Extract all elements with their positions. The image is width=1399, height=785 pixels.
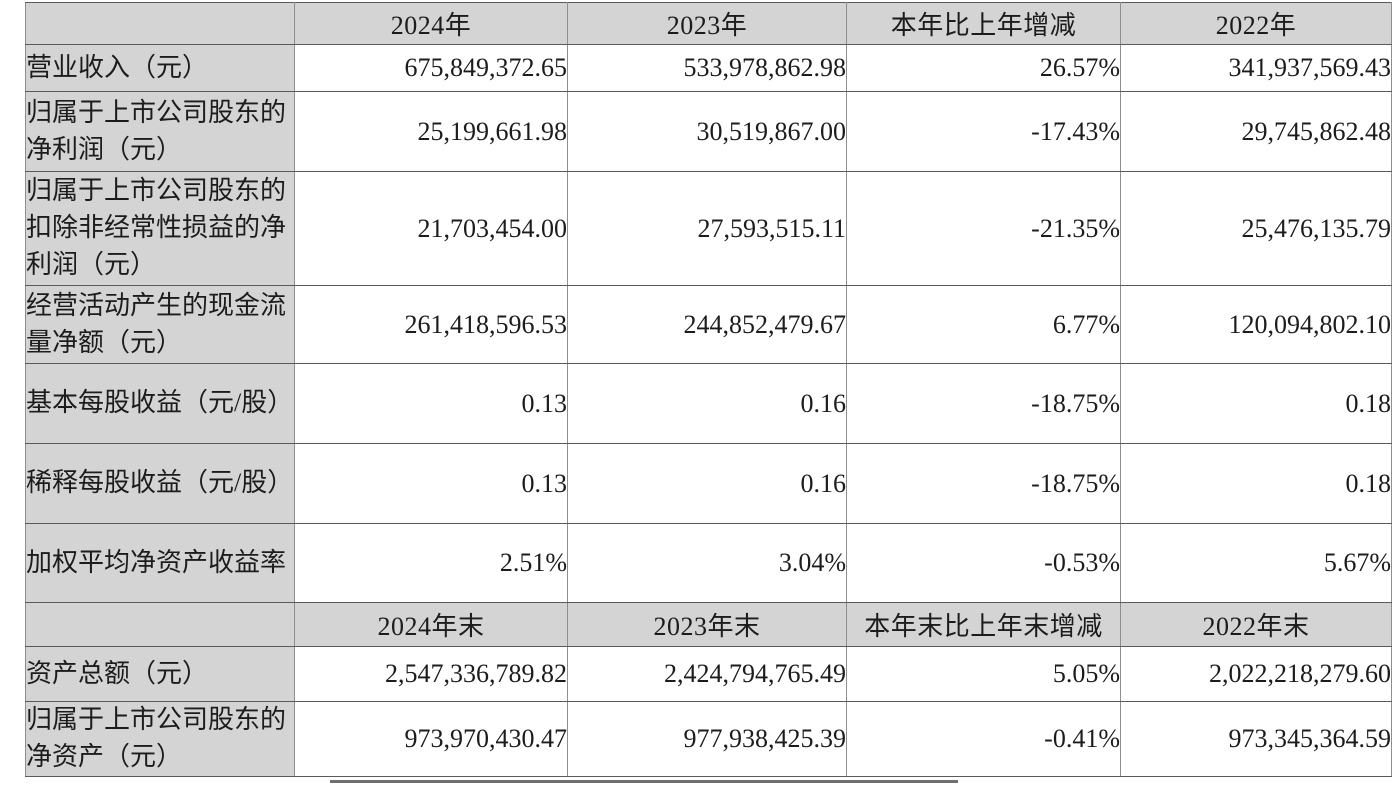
header-row-yearend: 2024年末 2023年末 本年末比上年末增减 2022年末 (25, 602, 1392, 647)
cell-value: 0.16 (567, 363, 847, 444)
table-row-weighted-avg-roe: 加权平均净资产收益率 2.51% 3.04% -0.53% 5.67% (25, 523, 1392, 603)
row-label: 经营活动产生的现金流量净额（元） (25, 285, 295, 364)
cell-value: 2,022,218,279.60 (1120, 646, 1392, 702)
cell-value: 0.18 (1120, 443, 1392, 524)
cell-value: 0.16 (567, 443, 847, 524)
cell-value: 29,745,862.48 (1120, 91, 1392, 172)
header-cell-yearend-change: 本年末比上年末增减 (846, 602, 1121, 647)
cell-value: -18.75% (846, 443, 1121, 524)
cell-value: -18.75% (846, 363, 1121, 444)
header-row-period: 2024年 2023年 本年比上年增减 2022年 (25, 2, 1392, 45)
cell-value: -17.43% (846, 91, 1121, 172)
header-cell-2022: 2022年 (1120, 2, 1392, 45)
row-label: 加权平均净资产收益率 (25, 523, 295, 603)
header-cell-2024: 2024年 (294, 2, 568, 45)
header-corner-cell (25, 2, 295, 45)
table-row-diluted-eps: 稀释每股收益（元/股） 0.13 0.16 -18.75% 0.18 (25, 443, 1392, 524)
cell-value: 0.13 (294, 363, 568, 444)
cell-value: 244,852,479.67 (567, 285, 847, 364)
cell-value: 5.05% (846, 646, 1121, 702)
financial-summary-table-wrap: 2024年 2023年 本年比上年增减 2022年 营业收入（元） 675,84… (25, 2, 1392, 777)
header-corner-cell (25, 602, 295, 647)
cell-value: 25,199,661.98 (294, 91, 568, 172)
cell-value: 3.04% (567, 523, 847, 603)
table-row-basic-eps: 基本每股收益（元/股） 0.13 0.16 -18.75% 0.18 (25, 363, 1392, 444)
row-label: 资产总额（元） (25, 646, 295, 702)
table-row-net-profit: 归属于上市公司股东的净利润（元） 25,199,661.98 30,519,86… (25, 91, 1392, 172)
cell-value: 977,938,425.39 (567, 701, 847, 777)
header-cell-2023-end: 2023年末 (567, 602, 847, 647)
cell-value: 26.57% (846, 44, 1121, 92)
cell-value: 973,345,364.59 (1120, 701, 1392, 777)
row-label: 基本每股收益（元/股） (25, 363, 295, 444)
cell-value: 973,970,430.47 (294, 701, 568, 777)
cell-value: 25,476,135.79 (1120, 171, 1392, 286)
table-row-total-assets: 资产总额（元） 2,547,336,789.82 2,424,794,765.4… (25, 646, 1392, 702)
cell-value: 341,937,569.43 (1120, 44, 1392, 92)
cell-value: 6.77% (846, 285, 1121, 364)
cell-value: 5.67% (1120, 523, 1392, 603)
cell-value: 27,593,515.11 (567, 171, 847, 286)
page-edge-line (330, 780, 958, 783)
cell-value: 261,418,596.53 (294, 285, 568, 364)
cell-value: 2,547,336,789.82 (294, 646, 568, 702)
header-cell-yoy-change: 本年比上年增减 (846, 2, 1121, 45)
cell-value: 675,849,372.65 (294, 44, 568, 92)
header-cell-2022-end: 2022年末 (1120, 602, 1392, 647)
cell-value: -21.35% (846, 171, 1121, 286)
table-row-net-assets: 归属于上市公司股东的净资产（元） 973,970,430.47 977,938,… (25, 701, 1392, 777)
header-cell-2024-end: 2024年末 (294, 602, 568, 647)
cell-value: -0.41% (846, 701, 1121, 777)
row-label: 归属于上市公司股东的净资产（元） (25, 701, 295, 777)
row-label: 稀释每股收益（元/股） (25, 443, 295, 524)
header-cell-2023: 2023年 (567, 2, 847, 45)
row-label: 营业收入（元） (25, 44, 295, 92)
table-row-revenue: 营业收入（元） 675,849,372.65 533,978,862.98 26… (25, 44, 1392, 92)
cell-value: 2.51% (294, 523, 568, 603)
cell-value: 0.18 (1120, 363, 1392, 444)
cell-value: 21,703,454.00 (294, 171, 568, 286)
table-row-net-profit-excl-nonrecurring: 归属于上市公司股东的扣除非经常性损益的净利润（元） 21,703,454.00 … (25, 171, 1392, 286)
cell-value: 0.13 (294, 443, 568, 524)
financial-summary-table: 2024年 2023年 本年比上年增减 2022年 营业收入（元） 675,84… (25, 2, 1392, 777)
cell-value: 30,519,867.00 (567, 91, 847, 172)
row-label: 归属于上市公司股东的净利润（元） (25, 91, 295, 172)
row-label: 归属于上市公司股东的扣除非经常性损益的净利润（元） (25, 171, 295, 286)
cell-value: 120,094,802.10 (1120, 285, 1392, 364)
cell-value: 2,424,794,765.49 (567, 646, 847, 702)
cell-value: 533,978,862.98 (567, 44, 847, 92)
table-row-operating-cash-flow: 经营活动产生的现金流量净额（元） 261,418,596.53 244,852,… (25, 285, 1392, 364)
cell-value: -0.53% (846, 523, 1121, 603)
